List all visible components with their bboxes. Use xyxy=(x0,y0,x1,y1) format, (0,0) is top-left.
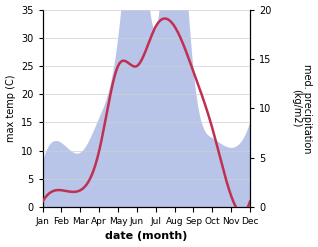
Y-axis label: max temp (C): max temp (C) xyxy=(5,75,16,142)
X-axis label: date (month): date (month) xyxy=(105,231,188,242)
Y-axis label: med. precipitation
(kg/m2): med. precipitation (kg/m2) xyxy=(291,64,313,153)
